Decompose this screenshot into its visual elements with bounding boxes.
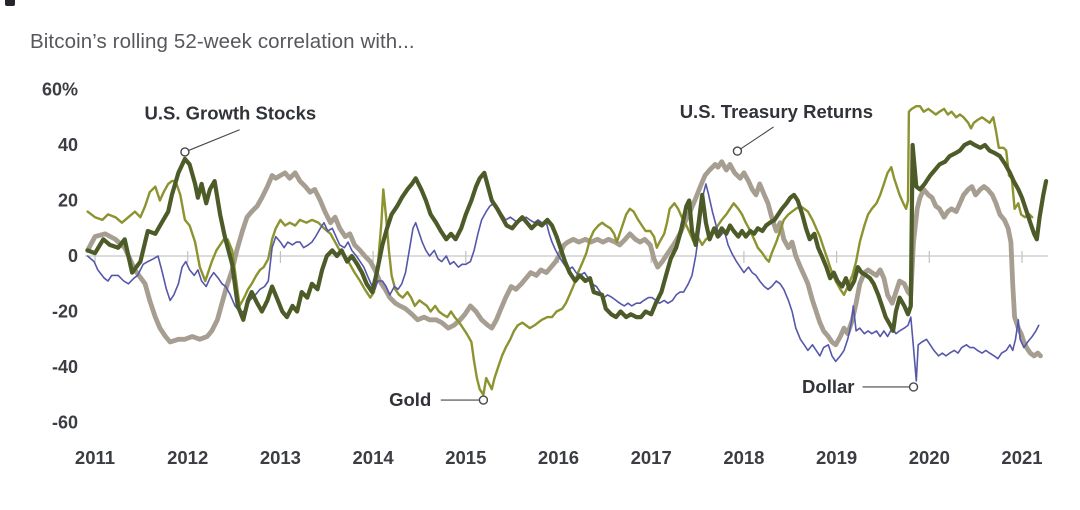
- x-axis-tick-label: 2020: [909, 447, 950, 468]
- y-axis-tick-label: 20: [58, 191, 78, 211]
- chart-title: Bitcoin’s rolling 52-week correlation wi…: [30, 30, 415, 53]
- x-axis-tick-label: 2012: [167, 447, 208, 468]
- treasury-returns-label: U.S. Treasury Returns: [680, 101, 873, 122]
- x-axis-tick-label: 2014: [353, 447, 395, 468]
- series-line-us-treasury-returns: [85, 159, 1043, 359]
- callout-marker-treasury-returns-label: [732, 146, 743, 156]
- y-axis-tick-label: 60%: [42, 80, 78, 100]
- gold-label: Gold: [389, 389, 431, 410]
- callout-marker-gold-label: [478, 395, 489, 405]
- x-axis-tick-label: 2016: [538, 447, 579, 468]
- x-axis-tick-label: 2017: [631, 447, 672, 468]
- x-axis-tick-label: 2015: [445, 447, 486, 468]
- x-axis-tick-label: 2019: [816, 447, 857, 468]
- x-axis-tick-label: 2018: [723, 447, 764, 468]
- dollar-label: Dollar: [802, 376, 854, 397]
- x-axis-tick-label: 2013: [260, 447, 301, 468]
- series-line-gold: [86, 104, 1034, 396]
- x-axis-tick-label: 2011: [75, 447, 115, 468]
- y-axis-tick-label: -40: [52, 357, 78, 377]
- leader-line-growth-stocks-label: [184, 129, 240, 153]
- y-axis-tick-label: 40: [58, 135, 78, 155]
- growth-stocks-label: U.S. Growth Stocks: [145, 103, 317, 124]
- callout-marker-dollar-label: [908, 382, 919, 392]
- callout-marker-growth-stocks-label: [180, 147, 190, 157]
- x-axis-tick-label: 2021: [1001, 447, 1042, 468]
- y-axis-tick-label: -60: [52, 413, 78, 433]
- corner-artifact: [5, 0, 15, 6]
- series-line-us-growth-stocks: [85, 140, 1049, 333]
- leader-line-treasury-returns-label: [737, 126, 774, 152]
- y-axis-tick-label: 0: [68, 246, 78, 266]
- y-axis-tick-label: -20: [52, 302, 78, 322]
